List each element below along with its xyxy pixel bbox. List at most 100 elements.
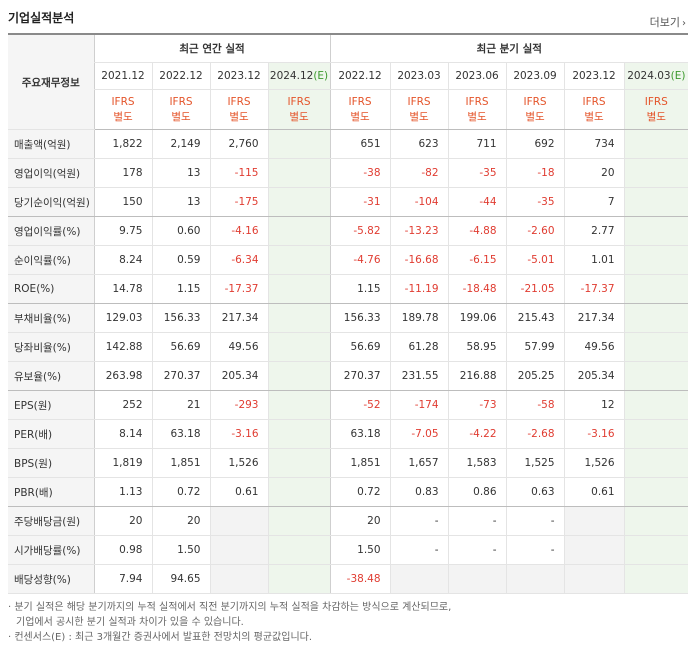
- cell-value: 156.33: [151, 303, 210, 333]
- cell-value: 20: [329, 506, 391, 536]
- cell-value: [623, 303, 689, 333]
- cell-value: [267, 216, 331, 246]
- table-row: 당기순이익(억원) 150 13 -175 -31 -104 -44 -35 7: [8, 187, 689, 217]
- cell-value: [623, 419, 689, 449]
- table-row: 영업이익(억원) 178 13 -115 -38 -82 -35 -18 20: [8, 158, 689, 188]
- cell-value: 94.65: [151, 564, 210, 594]
- cell-value: 1,819: [93, 448, 152, 478]
- row-label: 유보율(%): [8, 361, 94, 391]
- cell-value: -: [505, 535, 565, 565]
- cell-value: -44: [447, 187, 507, 217]
- row-label: 시가배당률(%): [8, 535, 94, 565]
- corner-header: 주요재무정보: [8, 34, 94, 130]
- cell-value: -: [505, 506, 565, 536]
- period-header: 2023.06: [447, 62, 507, 90]
- period-header: 2023.03: [389, 62, 449, 90]
- cell-value: -18.48: [447, 274, 507, 304]
- table-row: PER(배) 8.14 63.18 -3.16 63.18 -7.05 -4.22 -2.68…: [8, 419, 689, 449]
- cell-value: 1,822: [93, 129, 152, 159]
- cell-value: 20: [563, 158, 625, 188]
- cell-value: -: [447, 506, 507, 536]
- more-link[interactable]: 더보기 ›: [650, 14, 686, 30]
- cell-value: 56.69: [329, 332, 391, 362]
- row-label: BPS(원): [8, 448, 94, 478]
- cell-value: 1,583: [447, 448, 507, 478]
- cell-value: 2.77: [563, 216, 625, 246]
- footnote-line: 기업에서 공시한 분기 실적과 차이가 있을 수 있습니다.: [16, 617, 244, 628]
- basis-standard: IFRS: [169, 95, 193, 108]
- cell-value: 1,657: [389, 448, 449, 478]
- accounting-basis: IFRS 별도: [209, 89, 268, 130]
- cell-value: [267, 448, 331, 478]
- cell-value: 0.63: [505, 477, 565, 507]
- cell-value: 231.55: [389, 361, 449, 391]
- cell-value: 1.50: [329, 535, 391, 565]
- cell-value: -11.19: [389, 274, 449, 304]
- more-label: 더보기: [649, 16, 680, 29]
- period-header: 2022.12: [329, 62, 391, 90]
- cell-value: 1,851: [329, 448, 391, 478]
- cell-value: -31: [329, 187, 391, 217]
- cell-value: [267, 390, 331, 420]
- cell-value: -115: [209, 158, 268, 188]
- basis-type: 별도: [467, 110, 487, 123]
- basis-type: 별도: [289, 110, 309, 123]
- cell-value: [267, 303, 331, 333]
- cell-value: 0.83: [389, 477, 449, 507]
- cell-value: 252: [93, 390, 152, 420]
- accounting-basis: IFRS 별도: [389, 89, 449, 130]
- cell-value: [209, 506, 268, 536]
- basis-standard: IFRS: [523, 95, 547, 108]
- cell-value: 2,760: [209, 129, 268, 159]
- accounting-basis: IFRS 별도: [447, 89, 507, 130]
- cell-value: -104: [389, 187, 449, 217]
- cell-value: 0.61: [209, 477, 268, 507]
- cell-value: [623, 332, 689, 362]
- cell-value: 217.34: [209, 303, 268, 333]
- row-label: 영업이익(억원): [8, 158, 94, 188]
- cell-value: -52: [329, 390, 391, 420]
- cell-value: -293: [209, 390, 268, 420]
- footnote-line: · 컨센서스(E) : 최근 3개월간 증권사에서 발표한 전망치의 평균값입니…: [8, 632, 313, 643]
- cell-value: -4.76: [329, 245, 391, 275]
- cell-value: -82: [389, 158, 449, 188]
- table-row: 배당성향(%) 7.94 94.65 -38.48: [8, 564, 689, 594]
- cell-value: -35: [505, 187, 565, 217]
- cell-value: -38.48: [329, 564, 391, 594]
- cell-value: 1.50: [151, 535, 210, 565]
- cell-value: 623: [389, 129, 449, 159]
- cell-value: [267, 564, 331, 594]
- cell-value: [267, 187, 331, 217]
- estimate-mark: (E): [313, 70, 329, 82]
- cell-value: 0.72: [151, 477, 210, 507]
- cell-value: -35: [447, 158, 507, 188]
- cell-value: 12: [563, 390, 625, 420]
- cell-value: -2.60: [505, 216, 565, 246]
- cell-value: [209, 535, 268, 565]
- cell-value: 178: [93, 158, 152, 188]
- cell-value: 205.34: [563, 361, 625, 391]
- cell-value: 216.88: [447, 361, 507, 391]
- cell-value: -4.16: [209, 216, 268, 246]
- cell-value: [389, 564, 449, 594]
- row-label: 당기순이익(억원): [8, 187, 94, 217]
- basis-standard: IFRS: [407, 95, 431, 108]
- cell-value: 189.78: [389, 303, 449, 333]
- cell-value: [623, 477, 689, 507]
- table-row: 매출액(억원) 1,822 2,149 2,760 651 623 711 692 734: [8, 129, 689, 159]
- basis-type: 별도: [584, 110, 604, 123]
- cell-value: -5.82: [329, 216, 391, 246]
- cell-value: 651: [329, 129, 391, 159]
- cell-value: 1,525: [505, 448, 565, 478]
- cell-value: -3.16: [209, 419, 268, 449]
- basis-type: 별도: [409, 110, 429, 123]
- cell-value: 2,149: [151, 129, 210, 159]
- cell-value: [267, 245, 331, 275]
- cell-value: -4.88: [447, 216, 507, 246]
- accounting-basis: IFRS 별도: [505, 89, 565, 130]
- cell-value: -5.01: [505, 245, 565, 275]
- cell-value: 734: [563, 129, 625, 159]
- table-row: 부채비율(%) 129.03 156.33 217.34 156.33 189.78 199…: [8, 303, 689, 333]
- cell-value: [623, 158, 689, 188]
- cell-value: [623, 448, 689, 478]
